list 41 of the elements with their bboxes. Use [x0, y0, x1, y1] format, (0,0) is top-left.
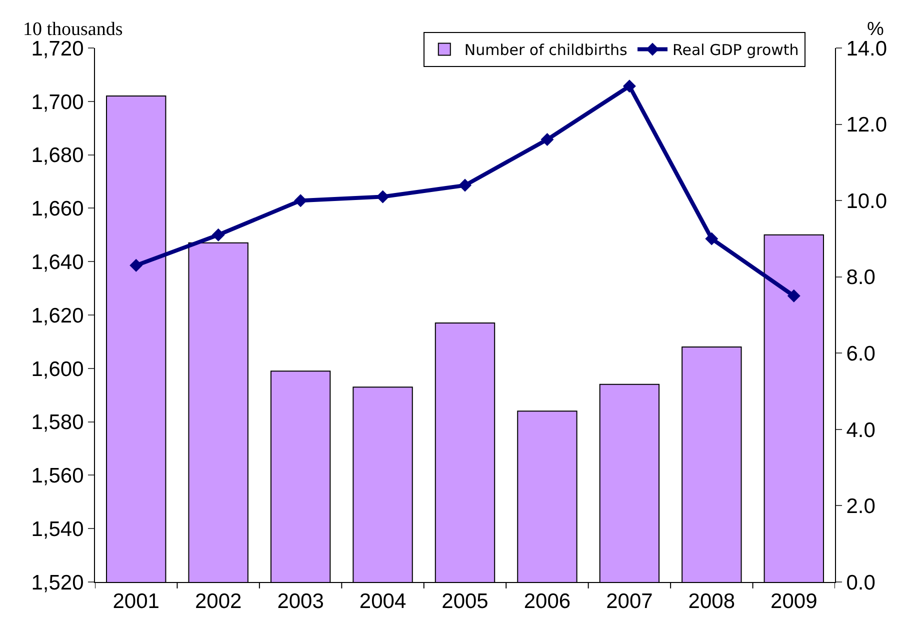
- y-tick-label: 1,620: [31, 304, 84, 328]
- x-tick-label: 2009: [770, 590, 818, 614]
- point: [212, 228, 225, 242]
- point: [130, 258, 143, 272]
- point: [705, 232, 718, 246]
- x-tick-label: 2001: [112, 590, 160, 614]
- point: [376, 190, 390, 204]
- x-tick-label: 2008: [688, 590, 736, 614]
- legend-label: Number of childbirths: [464, 41, 628, 60]
- x-tick-label: 2003: [277, 590, 324, 614]
- y-tick-label: 1,600: [31, 358, 84, 381]
- point: [622, 80, 636, 93]
- point: [458, 178, 472, 192]
- y2-tick-label: 6.0: [846, 342, 876, 366]
- y-tick-label: 1,560: [31, 464, 84, 488]
- legend-label: Real GDP growth: [672, 41, 799, 60]
- y-tick-label: 1,580: [31, 411, 84, 434]
- y-tick-label: 1,680: [31, 144, 84, 168]
- y-axis-title: 10 thousands: [23, 19, 123, 40]
- x-tick-label: 2004: [359, 590, 406, 614]
- y-tick-label: 1,540: [31, 518, 84, 541]
- y2-tick-label: 10.0: [846, 190, 888, 213]
- x-tick-label: 2007: [606, 590, 653, 614]
- y2-tick-label: 8.0: [846, 266, 876, 290]
- y2-tick-label: 4.0: [846, 418, 876, 442]
- y2-tick-label: 2.0: [846, 495, 876, 518]
- point: [294, 194, 308, 208]
- y-tick-label: 1,640: [31, 250, 84, 274]
- point: [540, 133, 554, 146]
- y2-axis-title: %: [867, 19, 884, 40]
- y2-tick-label: 12.0: [846, 114, 888, 137]
- y-tick-label: 1,700: [31, 90, 84, 114]
- point: [787, 289, 800, 302]
- y2-tick-label: 14.0: [846, 37, 888, 60]
- x-tick-label: 2006: [524, 590, 571, 614]
- y-tick-label: 1,520: [31, 571, 84, 594]
- y2-tick-label: 0.0: [846, 571, 876, 594]
- x-tick-label: 2002: [194, 590, 242, 614]
- y-tick-label: 1,660: [31, 198, 84, 221]
- y-tick-label: 1,720: [31, 37, 84, 60]
- x-tick-label: 2005: [442, 590, 488, 614]
